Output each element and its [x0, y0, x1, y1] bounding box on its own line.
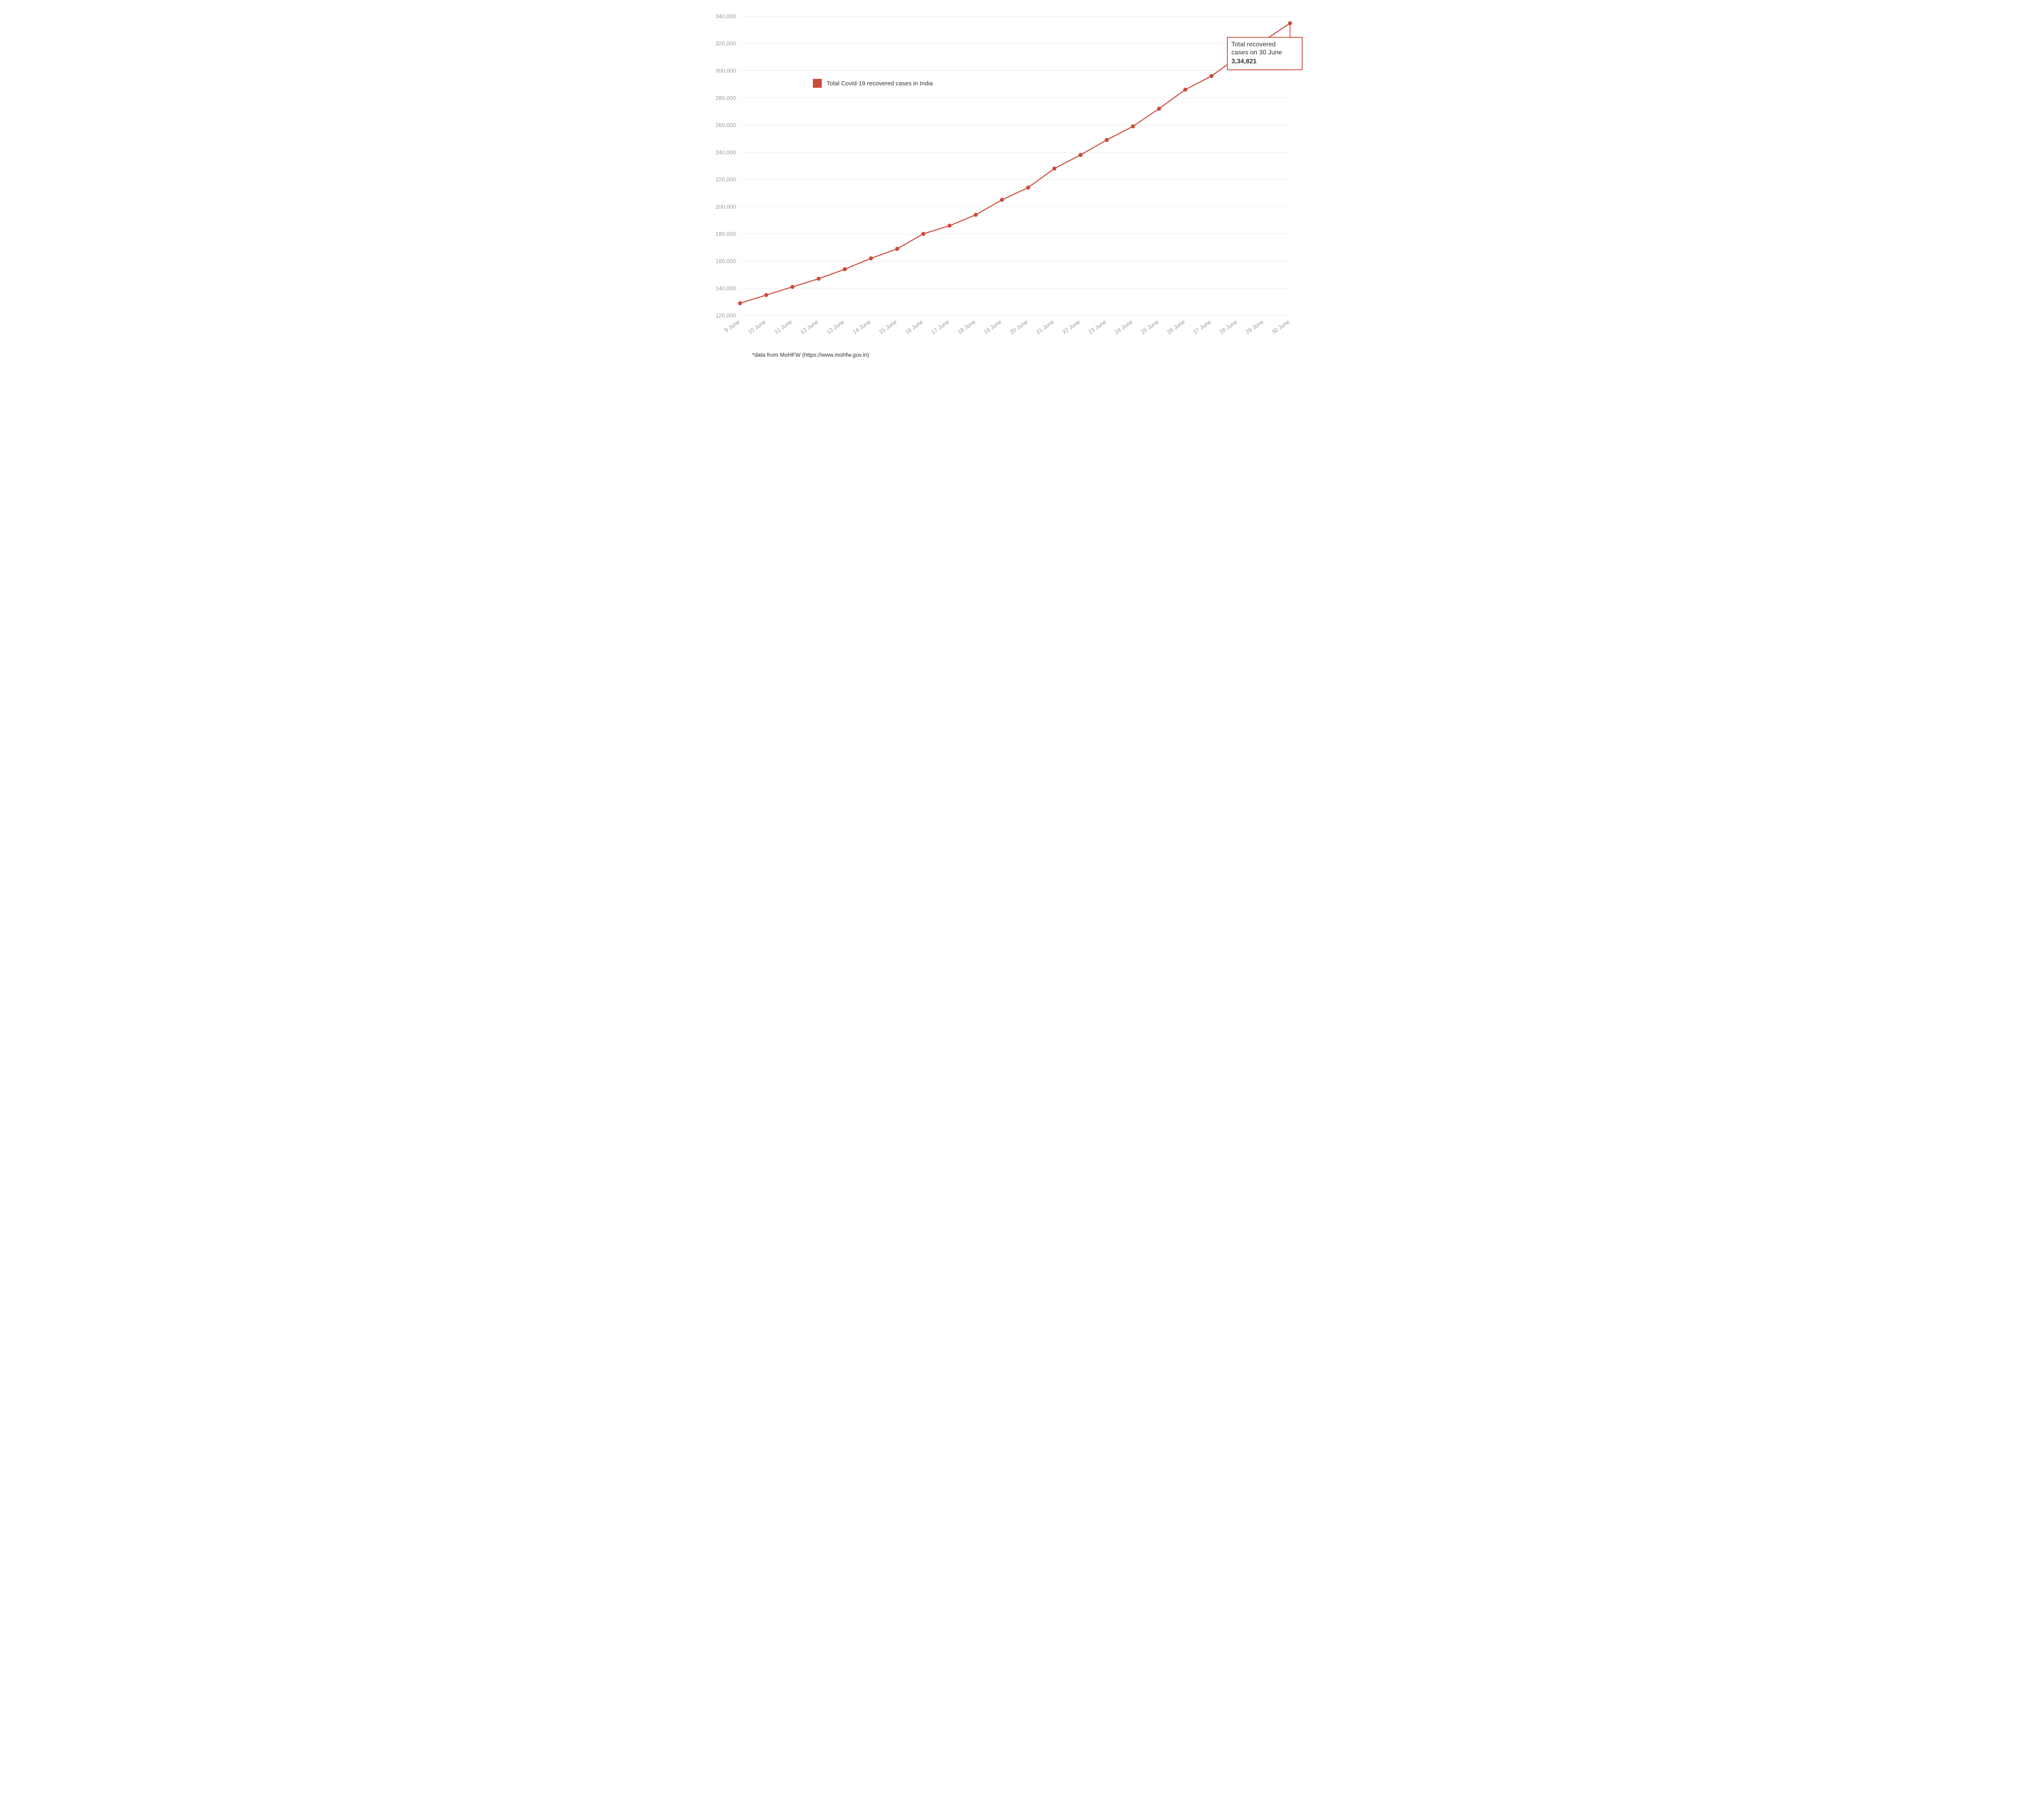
data-point: [843, 267, 847, 271]
legend: Total Covid-19 recovered cases in India: [813, 79, 933, 88]
data-point: [1052, 167, 1056, 171]
chart-container: 120,000 140,000 160,000 180,000 200,000 220,0…: [712, 8, 1310, 364]
data-point: [764, 293, 768, 297]
data-point: [1183, 88, 1187, 92]
y-axis-label: 300,000: [715, 68, 736, 74]
data-point: [948, 224, 952, 228]
y-axis-label: 220,000: [715, 176, 736, 183]
data-point: [1105, 138, 1109, 142]
callout-value: 3,34,821: [1231, 58, 1256, 65]
data-point: [869, 256, 873, 260]
y-axis-label: 140,000: [715, 285, 736, 292]
data-point: [921, 232, 925, 236]
data-point: [1026, 186, 1030, 190]
data-point: [1157, 107, 1161, 111]
data-point: [791, 285, 795, 289]
data-point: [1079, 153, 1083, 157]
data-point: [895, 247, 899, 251]
chart-footnote: *data from MoHFW (https://www.mohfw.gov.…: [752, 351, 869, 358]
callout-line2: cases on 30 June: [1231, 49, 1282, 56]
data-point: [738, 301, 742, 305]
data-point: [816, 277, 821, 281]
y-axis-label: 200,000: [715, 203, 736, 210]
y-axis-label: 120,000: [715, 312, 736, 319]
data-point: [1210, 74, 1214, 78]
legend-swatch: [813, 79, 822, 88]
line-chart: 120,000 140,000 160,000 180,000 200,000 220,0…: [712, 8, 1310, 364]
y-axis-label: 280,000: [715, 95, 736, 101]
callout-line1: Total recovered: [1231, 41, 1275, 48]
y-axis-label: 240,000: [715, 149, 736, 155]
data-point: [1000, 198, 1004, 202]
y-axis-label: 260,000: [715, 122, 736, 128]
y-axis-label: 160,000: [715, 258, 736, 264]
y-axis-label: 180,000: [715, 231, 736, 237]
y-axis-label: 320,000: [715, 40, 736, 47]
data-point: [974, 213, 978, 217]
legend-label: Total Covid-19 recovered cases in India: [827, 80, 933, 87]
y-axis-label: 340,000: [715, 13, 736, 19]
data-point: [1131, 124, 1135, 128]
chart-svg: 120,000 140,000 160,000 180,000 200,000 220,0…: [712, 8, 1310, 364]
